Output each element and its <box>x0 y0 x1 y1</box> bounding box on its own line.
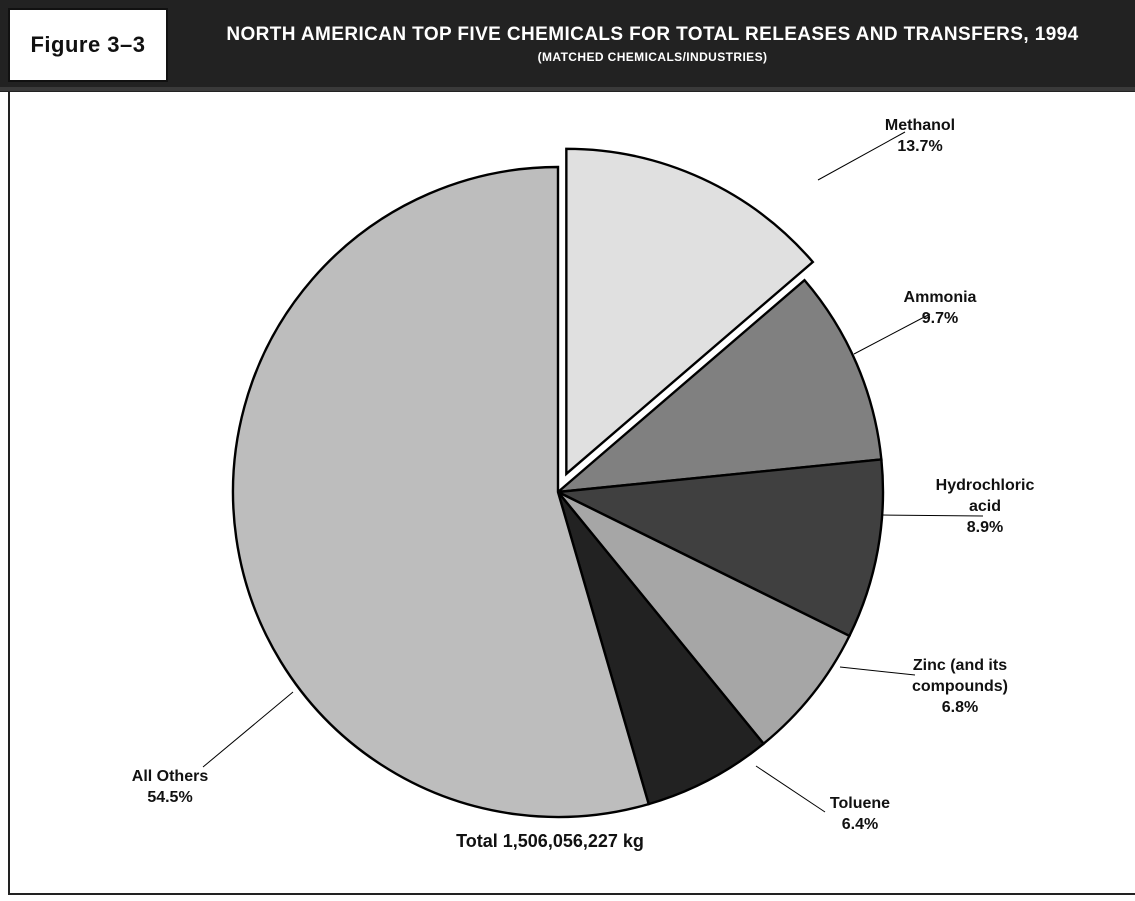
pie-slice-toluene <box>556 491 766 806</box>
slice-label-ammonia: 9.7% <box>922 310 958 327</box>
slice-label-all-others: 54.5% <box>147 789 192 806</box>
leader-line-zinc-and-its-compounds <box>839 666 916 676</box>
slice-label-ammonia: Ammonia <box>904 289 977 306</box>
chart-area: Methanol 13.7% Ammonia 9.7% Hydrochloric acid… <box>8 92 1135 895</box>
pie-slice-zinc-and-its-compounds <box>557 490 852 746</box>
chart-title: NORTH AMERICAN TOP FIVE CHEMICALS FOR TO… <box>226 24 1079 45</box>
total-label: Total 1,506,056,227 kg <box>456 831 644 851</box>
slice-label-methanol: Methanol <box>885 117 955 134</box>
slice-label-hydrochloric-acid: acid <box>969 498 1001 515</box>
pie-slice-all-others <box>231 165 651 819</box>
pie-chart: Methanol 13.7% Ammonia 9.7% Hydrochloric acid… <box>132 117 1035 851</box>
slice-label-hydrochloric-acid: Hydrochloric <box>936 477 1035 494</box>
slice-label-hydrochloric-acid: 8.9% <box>967 519 1003 536</box>
leader-line-toluene <box>755 765 826 813</box>
header-bar <box>0 0 1135 92</box>
slice-label-zinc-and-its-compounds: 6.8% <box>942 699 978 716</box>
slice-label-toluene: Toluene <box>830 795 890 812</box>
pie-slice-ammonia <box>554 278 883 494</box>
leader-line-all-others <box>202 691 294 768</box>
slice-label-methanol: 13.7% <box>897 138 942 155</box>
chart-subtitle: (MATCHED CHEMICALS/INDUSTRIES) <box>537 50 768 64</box>
header-text: NORTH AMERICAN TOP FIVE CHEMICALS FOR TO… <box>175 0 1130 88</box>
pie-slice-hydrochloric-acid <box>553 458 885 638</box>
slice-label-zinc-and-its-compounds: Zinc (and its <box>913 657 1007 674</box>
leader-line-methanol <box>817 131 906 181</box>
leader-line-hydrochloric-acid <box>881 514 984 517</box>
figure-number-tag: Figure 3–3 <box>8 8 168 82</box>
slice-label-all-others: All Others <box>132 768 209 785</box>
slice-label-zinc-and-its-compounds: compounds) <box>912 678 1008 695</box>
pie-slice-methanol <box>565 147 815 477</box>
slice-label-toluene: 6.4% <box>842 816 878 833</box>
header-rule <box>0 87 1135 91</box>
leader-line-ammonia <box>853 313 931 355</box>
